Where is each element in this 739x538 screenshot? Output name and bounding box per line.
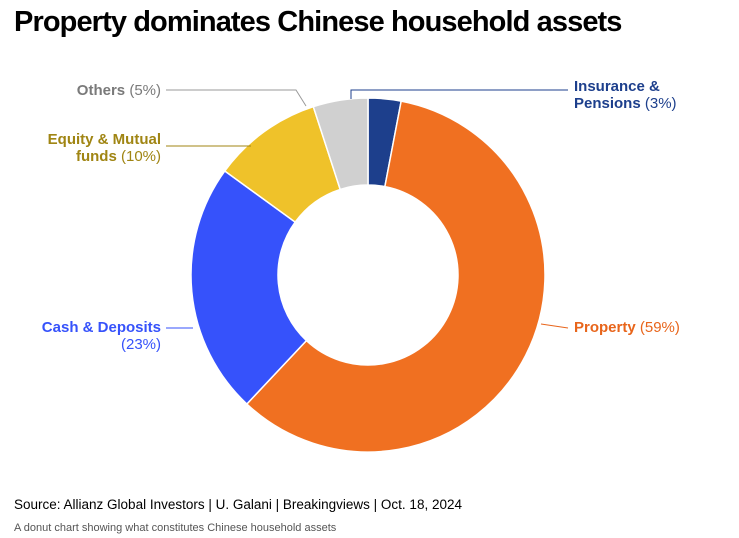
label-insurance-pct: (3%) — [644, 95, 677, 112]
source-note: Source: Allianz Global Investors | U. Ga… — [14, 497, 462, 512]
label-cash: Cash & Deposits (23%) — [42, 319, 161, 353]
label-property-pct: (59%) — [639, 319, 680, 336]
leader-line-insurance — [350, 89, 568, 99]
caption: A donut chart showing what constitutes C… — [14, 522, 337, 534]
slice-cash-deposits — [190, 169, 308, 406]
label-cash-pct: (23%) — [120, 336, 161, 353]
label-insurance-name-1: Insurance & — [574, 78, 660, 95]
label-property: Property (59%) — [574, 319, 680, 336]
slice-property — [245, 100, 546, 453]
label-insurance: Insurance & Pensions (3%) — [574, 78, 677, 112]
label-others-name: Others — [76, 82, 126, 99]
slice-others — [312, 97, 369, 191]
chart-title: Property dominates Chinese household ass… — [14, 6, 622, 38]
leader-line-others — [166, 89, 307, 107]
label-others: Others (5%) — [77, 82, 161, 99]
label-equity-pct: (10%) — [120, 148, 161, 165]
label-cash-name: Cash & Deposits — [41, 319, 161, 336]
label-equity-name-1: Equity & Mutual — [47, 131, 161, 148]
label-insurance-name-2: Pensions — [574, 95, 641, 112]
label-equity: Equity & Mutual funds (10%) — [48, 131, 161, 165]
label-others-pct: (5%) — [129, 82, 161, 99]
label-property-name: Property — [574, 319, 636, 336]
leader-line-property — [540, 323, 569, 329]
label-equity-name-2: funds — [75, 148, 117, 165]
